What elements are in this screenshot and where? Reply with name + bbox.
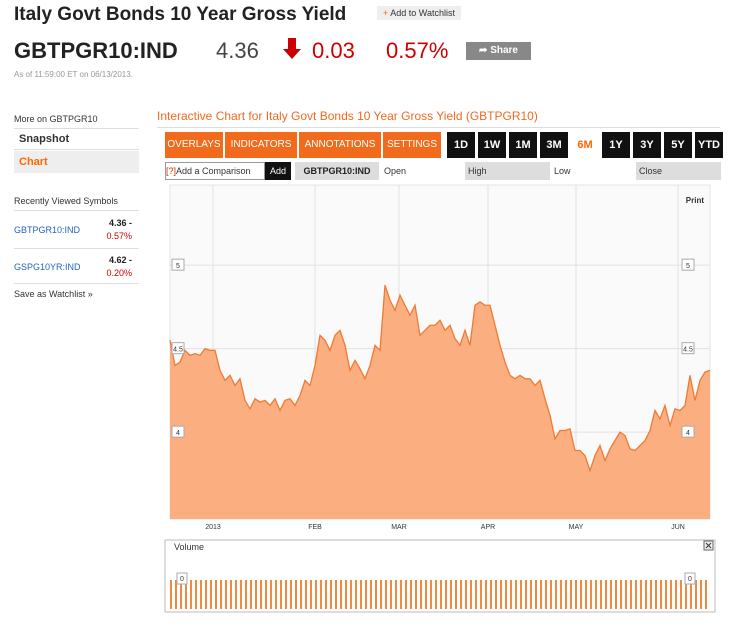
- save-watchlist[interactable]: Save as Watchlist »: [14, 289, 93, 299]
- y-tick-box: [171, 342, 185, 355]
- divider: [14, 248, 139, 249]
- field: Low: [551, 162, 638, 180]
- x-tick-label: JUN: [671, 524, 685, 531]
- more-on: More on GBTPGR10: [14, 114, 98, 124]
- range-button[interactable]: 3Y: [633, 132, 661, 158]
- print[interactable]: Print: [686, 196, 705, 205]
- y-tick-label: 0: [688, 576, 692, 583]
- y-tick-label: 4.5: [683, 347, 693, 354]
- symbol-chip: GBTPGR10:IND: [295, 162, 379, 180]
- share-button[interactable]: ➦ Share: [466, 42, 531, 60]
- placeholder: Add a Comparison: [176, 166, 251, 176]
- divider: [14, 210, 139, 211]
- area: [170, 285, 710, 519]
- range-button[interactable]: 1W: [478, 132, 506, 158]
- y-tick-box: [176, 572, 188, 585]
- close-icon: [705, 542, 712, 549]
- chart: 2013 FEB MAR APR MAY JUN 4 4 4.5 4.5 5 5 Print Volu…: [164, 184, 716, 613]
- volume-bars: [170, 580, 710, 609]
- field: Close: [636, 162, 721, 180]
- field: Open: [381, 162, 468, 180]
- change: 0.03: [312, 38, 355, 63]
- compare-input[interactable]: [?]Add a Comparison: [165, 162, 265, 180]
- watchlist-label: Add to Watchlist: [390, 8, 455, 18]
- recent-price: 4.36 -: [108, 218, 132, 228]
- price: 4.36: [216, 38, 259, 63]
- y-tick-box: [171, 258, 185, 271]
- x-tick-label: FEB: [308, 524, 322, 531]
- x-tick-label: APR: [481, 524, 495, 531]
- range-button[interactable]: 3M: [540, 132, 568, 158]
- ticker: GBTPGR10:IND: [14, 38, 178, 63]
- y-tick-label: 5: [176, 263, 180, 270]
- y-tick-label: 4: [176, 430, 180, 437]
- title: Italy Govt Bonds 10 Year Gross Yield: [14, 4, 347, 25]
- y-tick-label: 4.5: [173, 347, 183, 354]
- recent-price: 4.62 -: [108, 255, 132, 265]
- range-button[interactable]: 5Y: [664, 132, 692, 158]
- y-tick-box: [681, 258, 695, 271]
- divider: [157, 127, 720, 128]
- snapshot-link[interactable]: Snapshot: [14, 128, 139, 150]
- chart-link[interactable]: Chart: [14, 151, 139, 173]
- y-tick-box: [681, 425, 695, 438]
- y-tick-label: 4: [686, 430, 690, 437]
- range-button[interactable]: 1Y: [602, 132, 630, 158]
- recent-symbol[interactable]: GBTPGR10:IND: [14, 225, 81, 235]
- divider: [14, 283, 139, 284]
- add-button[interactable]: Add: [265, 162, 291, 180]
- y-tick-label: 0: [180, 576, 184, 583]
- recent-symbol[interactable]: GSPG10YR:IND: [14, 262, 81, 272]
- timestamp: As of 11:59:00 ET on 06/13/2013.: [14, 70, 133, 79]
- y-tick-box: [681, 342, 695, 355]
- x-tick-label: MAY: [569, 524, 584, 531]
- field: High: [465, 162, 550, 180]
- share-label: Share: [490, 45, 518, 56]
- recent-title: Recently Viewed Symbols: [14, 196, 118, 206]
- plot: 2013 FEB MAR APR MAY JUN 4 4 4.5 4.5 5 5: [169, 258, 711, 531]
- help[interactable]: [?]: [166, 166, 177, 176]
- x-tick-label: 2013: [205, 524, 221, 531]
- menu-button[interactable]: OVERLAYS ▼: [165, 132, 223, 158]
- volume-label: Volume: [174, 542, 204, 552]
- range-button[interactable]: YTD: [695, 132, 723, 158]
- recent-change: 0.57%: [106, 231, 132, 241]
- y-tick-box: [684, 572, 696, 585]
- range-button[interactable]: 1D: [447, 132, 475, 158]
- line: [169, 284, 711, 473]
- range-button[interactable]: 1M: [509, 132, 537, 158]
- down-arrow: [283, 38, 301, 59]
- chart-heading: Interactive Chart for Italy Govt Bonds 1…: [157, 109, 538, 123]
- y-tick-label: 5: [686, 263, 690, 270]
- watchlist-button[interactable]: + Add to Watchlist: [377, 6, 461, 20]
- change-pct: 0.57%: [386, 38, 449, 63]
- x-tick-label: MAR: [391, 524, 407, 531]
- y-tick-box: [171, 425, 185, 438]
- menu-button[interactable]: SETTINGS ▼: [383, 132, 441, 158]
- menu-button[interactable]: INDICATORS ▼: [225, 132, 297, 158]
- menu-button[interactable]: ANNOTATIONS ▼: [299, 132, 381, 158]
- recent-change: 0.20%: [106, 268, 132, 278]
- range-button[interactable]: 6M: [571, 132, 599, 158]
